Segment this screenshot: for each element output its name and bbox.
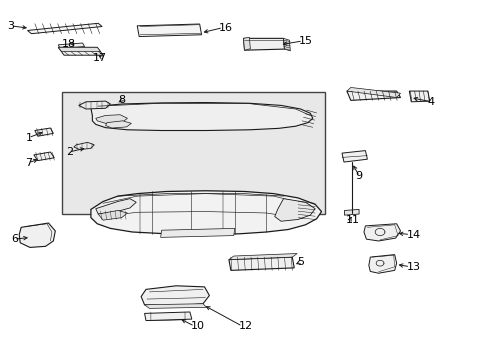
- Text: 7: 7: [25, 158, 32, 168]
- Text: 13: 13: [406, 262, 420, 272]
- Polygon shape: [160, 228, 234, 237]
- Polygon shape: [243, 37, 250, 50]
- Text: 1: 1: [25, 133, 32, 143]
- Text: 10: 10: [190, 321, 204, 331]
- Polygon shape: [96, 115, 127, 123]
- Polygon shape: [368, 255, 396, 273]
- Text: 8: 8: [118, 95, 125, 105]
- Polygon shape: [144, 312, 191, 320]
- Text: 17: 17: [93, 53, 107, 63]
- Polygon shape: [228, 257, 294, 270]
- Text: 12: 12: [238, 321, 252, 331]
- Polygon shape: [58, 47, 101, 51]
- Polygon shape: [243, 39, 284, 50]
- Polygon shape: [79, 101, 110, 109]
- Text: 2: 2: [65, 147, 73, 157]
- Text: 15: 15: [299, 36, 312, 46]
- Polygon shape: [91, 103, 312, 131]
- Polygon shape: [137, 24, 201, 37]
- Polygon shape: [141, 286, 209, 306]
- Text: 11: 11: [345, 215, 359, 225]
- Polygon shape: [341, 150, 366, 162]
- Text: 4: 4: [427, 97, 434, 107]
- Polygon shape: [91, 191, 321, 234]
- Text: 6: 6: [11, 234, 18, 244]
- Polygon shape: [344, 210, 358, 215]
- Text: 14: 14: [406, 230, 420, 239]
- Text: 16: 16: [219, 23, 233, 33]
- Polygon shape: [98, 211, 127, 220]
- Text: 18: 18: [62, 39, 76, 49]
- Polygon shape: [228, 253, 297, 260]
- Text: 3: 3: [7, 21, 14, 31]
- Polygon shape: [34, 152, 54, 161]
- Polygon shape: [96, 199, 136, 214]
- Polygon shape: [274, 199, 315, 221]
- Polygon shape: [35, 128, 53, 136]
- Polygon shape: [144, 304, 206, 309]
- Polygon shape: [363, 224, 400, 241]
- Polygon shape: [58, 43, 84, 48]
- Polygon shape: [346, 87, 400, 98]
- Polygon shape: [74, 142, 94, 149]
- Polygon shape: [408, 91, 429, 102]
- Polygon shape: [19, 223, 55, 247]
- Polygon shape: [105, 121, 131, 128]
- Text: 9: 9: [355, 171, 362, 181]
- Text: 5: 5: [297, 257, 304, 267]
- Bar: [61, 92, 325, 214]
- Polygon shape: [283, 39, 290, 51]
- Polygon shape: [346, 91, 400, 100]
- Polygon shape: [27, 23, 102, 34]
- Polygon shape: [58, 47, 103, 55]
